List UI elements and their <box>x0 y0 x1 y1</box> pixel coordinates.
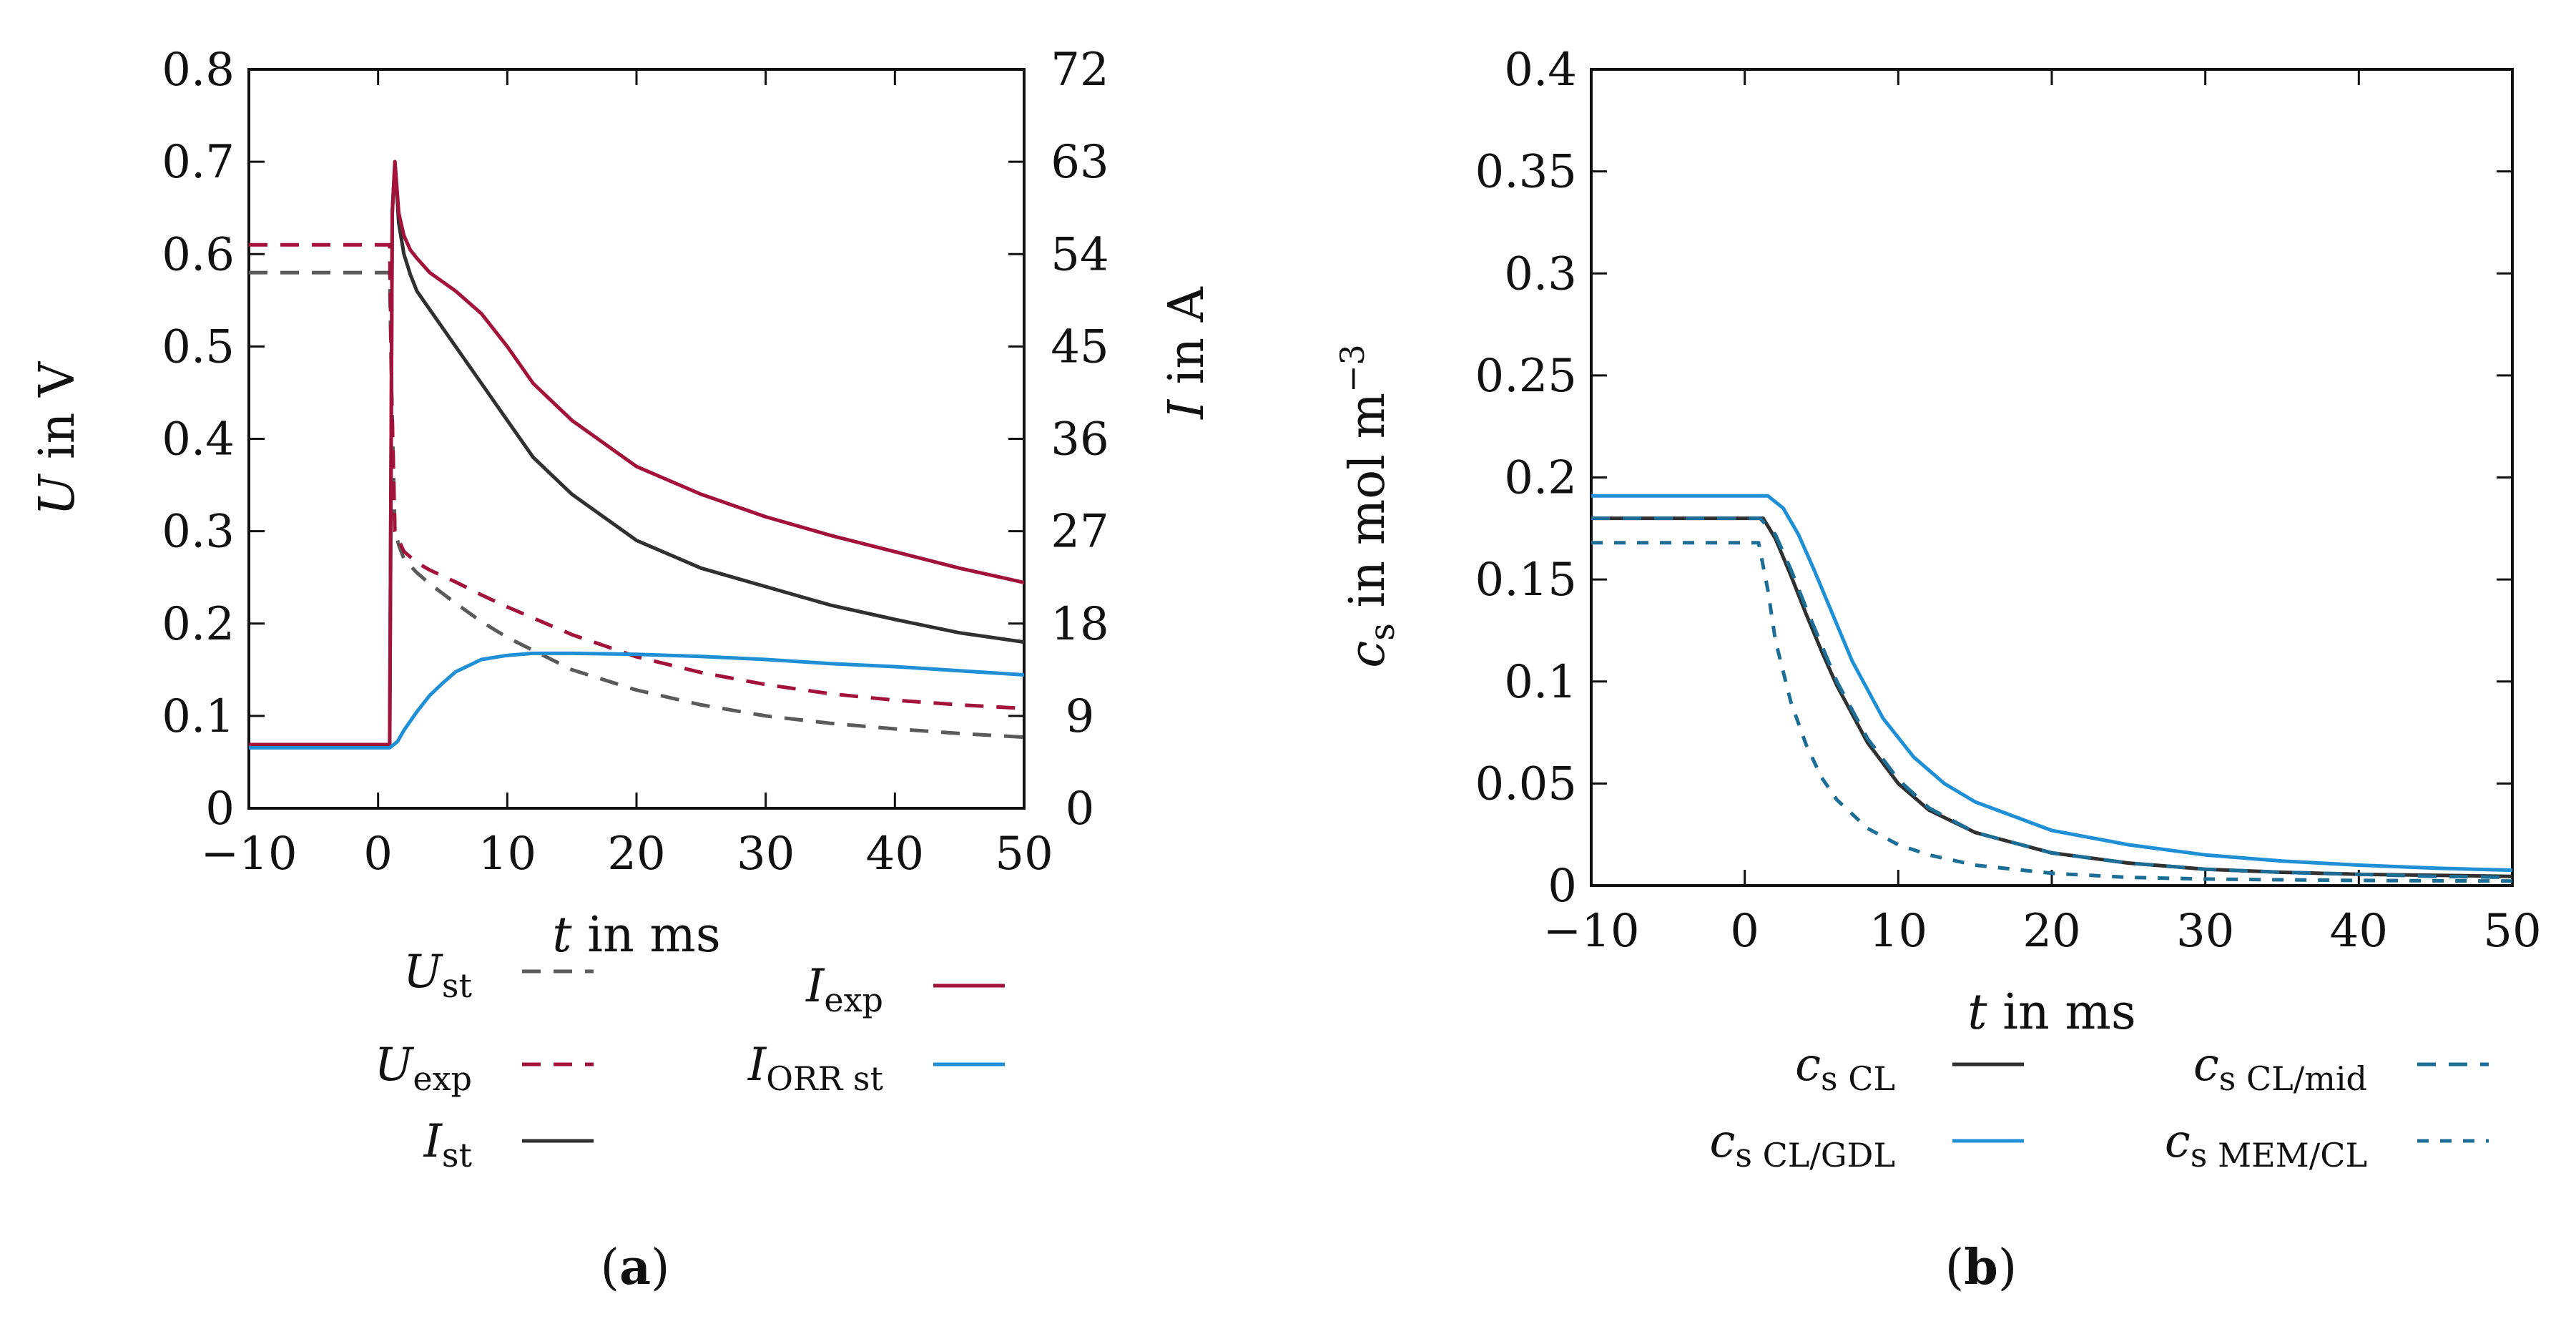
y2-axis-label: I in A <box>1159 286 1215 421</box>
y-axis-label: U in V <box>29 361 86 516</box>
panel-caption: (b) <box>1945 1239 2017 1296</box>
x-tick-label: 40 <box>866 828 924 881</box>
y-tick-label: 0.15 <box>1475 554 1578 607</box>
panel-b-chart: −10 0 10 20 30 40 5000.050.10.150.20.250.30.35… <box>1333 44 2542 1296</box>
panel-a-chart: −10 0 10 20 30 40 5000.10.20.30.40.50.60.70.80… <box>29 44 1215 1296</box>
y2-tick-label: 0 <box>1066 783 1095 835</box>
x-tick-label: −10 <box>200 828 297 881</box>
y2-tick-label: 27 <box>1051 506 1108 559</box>
legend-label: cs CL <box>1795 1039 1895 1098</box>
y-tick-label: 0.1 <box>1504 656 1577 709</box>
y-tick-label: 0.5 <box>162 320 235 373</box>
y-tick-label: 0.2 <box>1504 452 1577 505</box>
y-tick-label: 0 <box>1548 860 1577 913</box>
y-tick-label: 0.8 <box>162 44 235 97</box>
y-tick-label: 0.05 <box>1475 757 1578 810</box>
legend-label: cs CL/GDL <box>1710 1115 1896 1175</box>
panel-caption: (a) <box>600 1239 669 1296</box>
y2-tick-label: 72 <box>1051 44 1108 97</box>
y2-tick-label: 54 <box>1051 228 1108 281</box>
series-line-u-st <box>249 270 1024 740</box>
legend-label: Ust <box>403 946 473 1005</box>
legend-label: Iexp <box>805 960 883 1019</box>
x-tick-label: 0 <box>363 828 393 881</box>
x-tick-label: 10 <box>1869 905 1927 958</box>
y-tick-label: 0.2 <box>162 598 235 651</box>
x-tick-label: 20 <box>607 828 665 881</box>
x-axis-label: t in ms <box>552 907 720 963</box>
y-tick-label: 0.1 <box>162 690 235 743</box>
x-tick-label: 30 <box>2176 905 2234 958</box>
legend-label: Ist <box>423 1115 473 1175</box>
x-tick-label: 20 <box>2022 905 2080 958</box>
y2-tick-label: 45 <box>1051 320 1108 373</box>
series-line-u-exp <box>249 242 1024 710</box>
series-line-c-s-cl <box>1591 516 2512 878</box>
x-tick-label: 0 <box>1730 905 1759 958</box>
y-tick-label: 0.35 <box>1475 146 1578 199</box>
y-tick-label: 0 <box>205 783 235 835</box>
series-line-c-s-mem-cl <box>1591 541 2512 883</box>
legend-label: Uexp <box>374 1039 472 1098</box>
legend-label: cs CL/mid <box>2193 1039 2367 1098</box>
y-tick-label: 0.4 <box>1504 44 1577 97</box>
y2-tick-label: 18 <box>1051 598 1108 651</box>
x-tick-label: −10 <box>1543 905 1639 958</box>
y-tick-label: 0.25 <box>1475 350 1578 403</box>
plot-frame <box>1590 68 2514 887</box>
y-tick-label: 0.3 <box>1504 247 1577 300</box>
series-line-i-exp <box>249 160 1024 747</box>
x-tick-label: 10 <box>478 828 536 881</box>
x-axis-label: t in ms <box>1967 984 2135 1041</box>
x-tick-label: 40 <box>2330 905 2388 958</box>
legend-label: cs MEM/CL <box>2165 1115 2367 1175</box>
x-tick-label: 50 <box>2483 905 2541 958</box>
legend-label: IORR st <box>747 1039 883 1098</box>
y2-tick-label: 36 <box>1051 413 1108 466</box>
series-line-c-s-cl-mid <box>1591 516 2512 880</box>
y-axis-label: cs in mol m−3 <box>1333 344 1402 668</box>
x-tick-label: 50 <box>995 828 1053 881</box>
y-tick-label: 0.4 <box>162 413 235 466</box>
plot-frame <box>247 68 1026 810</box>
y-tick-label: 0.6 <box>162 228 235 281</box>
series-line-c-s-cl-gdl <box>1591 494 2512 873</box>
y-tick-label: 0.3 <box>162 506 235 559</box>
x-tick-label: 30 <box>737 828 795 881</box>
series-line-i-orr-st <box>249 651 1024 750</box>
y2-tick-label: 63 <box>1051 136 1108 189</box>
y-tick-label: 0.7 <box>162 136 235 189</box>
y2-tick-label: 9 <box>1066 690 1095 743</box>
